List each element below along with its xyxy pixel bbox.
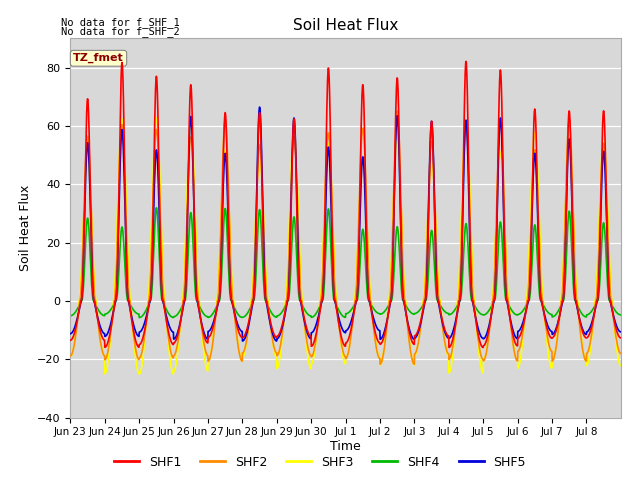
Text: TZ_fmet: TZ_fmet <box>73 53 124 63</box>
SHF4 <box>379 310 387 316</box>
SHF4 <box>122 272 129 278</box>
SHF4 <box>617 312 625 318</box>
Line: SHF1: SHF1 <box>70 61 621 348</box>
SHF4 <box>241 313 248 319</box>
SHF3 <box>543 336 550 342</box>
SHF2 <box>512 355 520 360</box>
SHF5 <box>67 331 74 336</box>
SHF1 <box>479 345 487 350</box>
SHF5 <box>256 104 264 110</box>
Legend: SHF1, SHF2, SHF3, SHF4, SHF5: SHF1, SHF2, SHF3, SHF4, SHF5 <box>109 451 531 474</box>
SHF1 <box>67 337 74 343</box>
SHF1 <box>462 59 470 64</box>
SHF2 <box>240 348 248 354</box>
Text: No data for f_SHF_1: No data for f_SHF_1 <box>61 17 180 28</box>
SHF5 <box>512 335 520 340</box>
SHF3 <box>67 354 74 360</box>
SHF5 <box>239 338 246 344</box>
SHF1 <box>543 324 550 330</box>
SHF3 <box>241 350 248 356</box>
SHF1 <box>609 314 617 320</box>
SHF2 <box>609 314 617 320</box>
Line: SHF5: SHF5 <box>70 107 621 341</box>
SHF4 <box>543 308 550 314</box>
SHF2 <box>122 190 129 195</box>
Line: SHF3: SHF3 <box>70 118 621 374</box>
SHF5 <box>122 222 129 228</box>
SHF4 <box>152 205 160 211</box>
SHF5 <box>543 320 550 325</box>
SHF3 <box>136 371 143 377</box>
X-axis label: Time: Time <box>330 440 361 453</box>
SHF2 <box>67 353 74 359</box>
SHF2 <box>617 350 625 356</box>
SHF4 <box>136 315 143 321</box>
SHF2 <box>543 330 550 336</box>
Title: Soil Heat Flux: Soil Heat Flux <box>293 18 398 33</box>
SHF2 <box>379 356 387 361</box>
SHF1 <box>617 335 625 341</box>
Text: No data for f_SHF_2: No data for f_SHF_2 <box>61 26 180 37</box>
SHF4 <box>67 313 74 319</box>
SHF2 <box>393 108 401 114</box>
SHF3 <box>617 362 625 368</box>
SHF4 <box>609 305 617 311</box>
SHF4 <box>512 312 520 317</box>
Line: SHF4: SHF4 <box>70 208 621 318</box>
SHF5 <box>609 312 617 318</box>
SHF3 <box>152 115 160 121</box>
SHF2 <box>410 361 418 367</box>
SHF1 <box>122 210 129 216</box>
SHF5 <box>241 336 248 342</box>
Y-axis label: Soil Heat Flux: Soil Heat Flux <box>19 185 31 271</box>
SHF3 <box>122 172 129 178</box>
SHF1 <box>240 334 248 339</box>
SHF5 <box>617 329 625 335</box>
SHF3 <box>379 353 387 359</box>
SHF1 <box>512 341 520 347</box>
Line: SHF2: SHF2 <box>70 111 621 364</box>
SHF3 <box>609 312 617 318</box>
SHF3 <box>512 354 520 360</box>
SHF5 <box>379 333 387 338</box>
SHF1 <box>379 338 387 344</box>
